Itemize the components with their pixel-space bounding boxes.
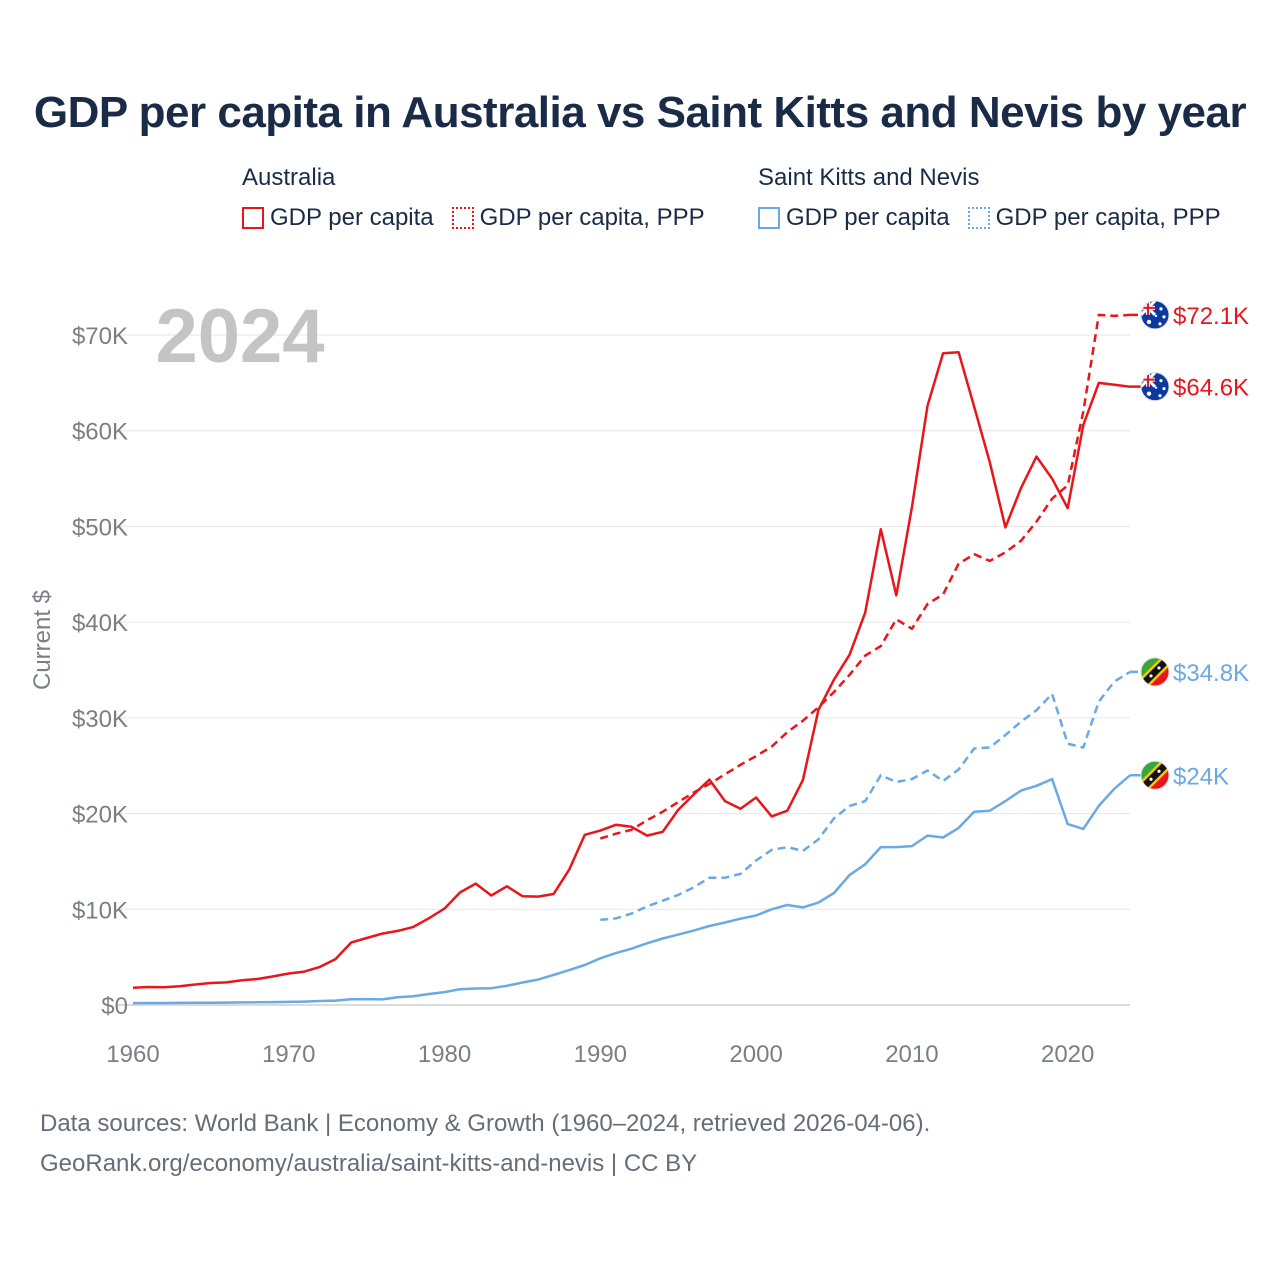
y-tick-label: $0 — [101, 993, 128, 1020]
x-tick-label: 1990 — [574, 1041, 627, 1068]
x-tick-label: 1960 — [106, 1041, 159, 1068]
data-source-note: Data sources: World Bank | Economy & Gro… — [40, 1110, 931, 1137]
legend-label: GDP per capita, PPP — [479, 204, 705, 231]
chart-title: GDP per capita in Australia vs Saint Kit… — [33, 88, 1247, 137]
footer: Data sources: World Bank | Economy & Gro… — [40, 1104, 930, 1184]
y-axis-label: Current $ — [29, 590, 56, 690]
end-value-label: $64.6K — [1173, 375, 1249, 402]
series-line[interactable] — [599, 313, 1131, 840]
legend-label: GDP per capita — [270, 204, 434, 231]
series-line[interactable] — [132, 350, 1131, 990]
series-line[interactable] — [600, 670, 1131, 922]
legend-group-australia: Australia GDP per capita GDP per capita,… — [242, 162, 723, 232]
legend-swatch-dotted — [967, 207, 990, 229]
legend-swatch-solid — [758, 207, 780, 229]
legend-group-title: Saint Kitts and Nevis — [758, 164, 980, 191]
y-tick-label: $10K — [72, 897, 128, 924]
y-tick-label: $40K — [72, 610, 128, 637]
saint-kitts-and-nevis-flag-icon — [1140, 760, 1170, 790]
legend-swatch-solid — [242, 207, 264, 229]
source-url[interactable]: GeoRank.org/economy/australia/saint-kitt… — [40, 1150, 698, 1177]
end-value-label: $34.8K — [1173, 660, 1249, 687]
x-tick-label: 1980 — [418, 1041, 471, 1068]
australia-flag-icon — [1140, 300, 1170, 330]
legend-label: GDP per capita, PPP — [995, 204, 1221, 231]
year-watermark: 2024 — [155, 294, 324, 379]
saint-kitts-and-nevis-flag-icon — [1140, 657, 1170, 687]
x-tick-label: 2000 — [729, 1041, 782, 1068]
legend-swatch-dotted — [451, 207, 474, 229]
y-tick-label: $50K — [72, 514, 128, 541]
x-tick-label: 2010 — [885, 1041, 938, 1068]
y-tick-label: $70K — [72, 323, 128, 350]
x-tick-label: 1970 — [262, 1041, 315, 1068]
legend-item-skn-gdp[interactable]: GDP per capita — [758, 204, 950, 232]
end-value-label: $72.1K — [1173, 303, 1249, 330]
end-value-label: $24K — [1173, 763, 1229, 790]
legend-group-saint-kitts-and-nevis: Saint Kitts and Nevis GDP per capita GDP… — [758, 162, 1239, 232]
y-tick-label: $20K — [72, 802, 128, 829]
legend-group-title: Australia — [242, 164, 336, 191]
y-tick-label: $30K — [72, 706, 128, 733]
australia-flag-icon — [1140, 372, 1170, 402]
series-line[interactable] — [132, 774, 1131, 1005]
legend-label: GDP per capita — [786, 204, 950, 231]
legend-item-skn-gdp-ppp[interactable]: GDP per capita, PPP — [967, 204, 1221, 232]
legend-item-australia-gdp-ppp[interactable]: GDP per capita, PPP — [451, 204, 705, 232]
y-tick-label: $60K — [72, 419, 128, 446]
x-tick-label: 2020 — [1041, 1041, 1094, 1068]
legend-item-australia-gdp[interactable]: GDP per capita — [242, 204, 434, 232]
